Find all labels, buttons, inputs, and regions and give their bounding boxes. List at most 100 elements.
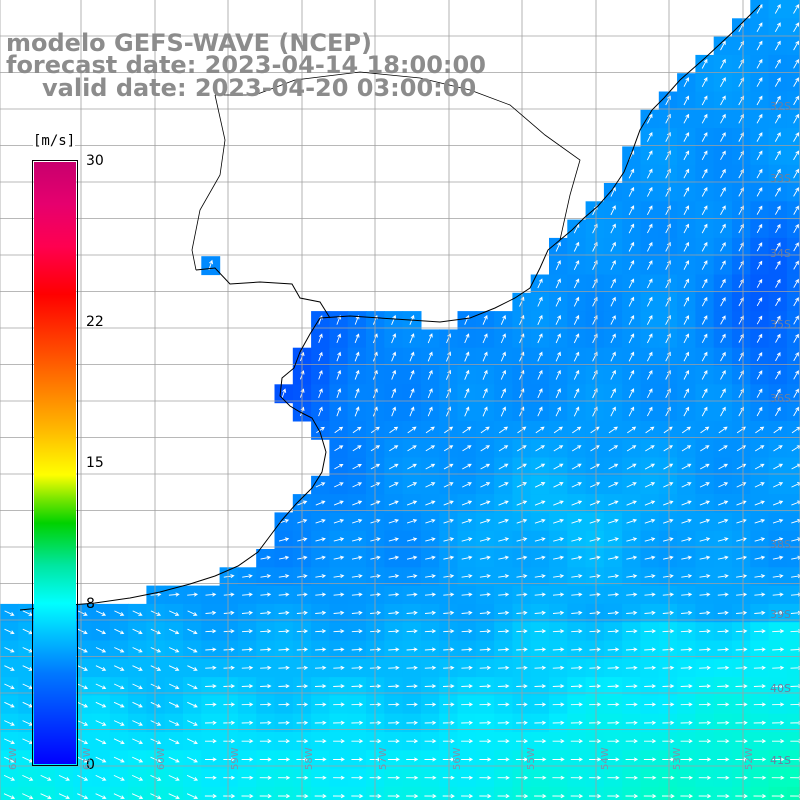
- wind-arrow: [95, 683, 107, 690]
- field-cell: [0, 786, 19, 800]
- wind-arrow: [571, 665, 583, 670]
- wind-arrow: [278, 720, 290, 725]
- wind-arrow: [625, 665, 638, 670]
- field-cell: [786, 256, 800, 276]
- wind-arrow: [407, 426, 417, 434]
- longitude-label: 56W: [452, 747, 463, 770]
- wind-arrow: [187, 683, 198, 690]
- wind-arrow: [4, 628, 15, 635]
- wind-arrow: [644, 665, 657, 670]
- wind-arrow: [626, 463, 637, 470]
- latitude-label: 38S: [770, 538, 791, 551]
- wind-arrow: [95, 756, 107, 763]
- wind-arrow: [461, 518, 473, 524]
- wind-arrow: [424, 610, 437, 615]
- wind-arrow: [772, 720, 785, 725]
- wind-arrow: [756, 406, 763, 417]
- wind-arrow: [625, 739, 638, 744]
- wind-arrow: [720, 113, 726, 124]
- wind-arrow: [389, 445, 399, 452]
- wind-arrow: [644, 702, 657, 707]
- wind-arrow: [735, 702, 748, 707]
- wind-arrow: [187, 701, 198, 708]
- field-cell: [786, 366, 800, 385]
- wind-arrow: [680, 629, 693, 634]
- wind-arrow: [461, 665, 473, 670]
- wind-arrow: [462, 463, 472, 470]
- wind-arrow: [720, 315, 726, 325]
- wind-arrow: [699, 500, 711, 506]
- wind-arrow: [354, 315, 360, 325]
- wind-arrow: [681, 592, 693, 597]
- wind-arrow: [754, 482, 765, 488]
- wind-arrow: [534, 665, 547, 670]
- wind-arrow: [700, 445, 710, 452]
- wind-arrow: [573, 388, 580, 399]
- wind-arrow: [168, 738, 180, 745]
- wind-arrow: [388, 555, 400, 560]
- longitude-label: 57W: [378, 747, 389, 770]
- wind-arrow: [132, 756, 144, 763]
- wind-arrow: [775, 388, 781, 398]
- latitude-label: 36S: [770, 392, 791, 405]
- wind-arrow: [391, 351, 397, 362]
- wind-arrow: [665, 333, 671, 344]
- wind-arrow: [461, 574, 473, 579]
- wind-arrow: [424, 665, 437, 670]
- wind-arrow: [570, 794, 584, 799]
- wind-arrow: [205, 665, 217, 670]
- wind-arrow: [773, 482, 784, 488]
- wind-arrow: [461, 629, 473, 634]
- wind-arrow: [241, 702, 254, 707]
- wind-arrow: [461, 702, 474, 707]
- wind-arrow: [647, 205, 653, 216]
- wind-arrow: [516, 500, 528, 506]
- wind-arrow: [607, 720, 620, 725]
- wind-arrow: [425, 426, 435, 434]
- wind-arrow: [680, 702, 693, 707]
- wind-arrow: [570, 739, 584, 744]
- wind-arrow: [772, 610, 784, 615]
- wind-arrow: [169, 610, 180, 616]
- wind-arrow: [77, 647, 88, 653]
- wind-arrow: [571, 647, 583, 652]
- wind-arrow: [77, 701, 89, 708]
- wind-arrow: [589, 610, 601, 615]
- wind-arrow: [58, 793, 70, 800]
- wind-arrow: [424, 775, 437, 780]
- wind-arrow: [572, 426, 582, 434]
- wind-arrow: [498, 537, 510, 542]
- wind-arrow: [498, 610, 510, 615]
- wind-arrow: [701, 333, 708, 344]
- field-cell: [786, 0, 800, 19]
- wind-arrow: [736, 500, 747, 506]
- wind-arrow: [644, 592, 656, 597]
- wind-arrow: [753, 757, 767, 762]
- wind-arrow: [205, 702, 217, 707]
- wind-arrow: [683, 168, 690, 179]
- wind-arrow: [351, 794, 364, 799]
- wind-arrow: [775, 315, 781, 325]
- wind-arrow: [242, 592, 253, 597]
- wind-arrow: [406, 500, 418, 506]
- wind-arrow: [427, 388, 433, 399]
- field-cell: [732, 786, 751, 800]
- wind-arrow: [461, 720, 474, 725]
- wind-arrow: [662, 574, 674, 579]
- wind-arrow: [4, 647, 15, 653]
- wind-arrow: [77, 756, 89, 763]
- wind-arrow: [553, 537, 565, 542]
- wind-arrow: [644, 610, 656, 615]
- wind-arrow: [354, 333, 360, 344]
- river-plate-north-shore: [195, 267, 331, 319]
- wind-arrow: [333, 555, 345, 560]
- wind-arrow: [516, 702, 528, 707]
- wind-arrow: [553, 555, 565, 560]
- wind-arrow: [701, 223, 708, 234]
- wind-arrow: [756, 370, 763, 380]
- field-cell: [786, 457, 800, 477]
- wind-arrow: [680, 720, 693, 725]
- wind-arrow: [701, 296, 708, 307]
- field-cell: [786, 512, 800, 532]
- wind-arrow: [646, 113, 653, 124]
